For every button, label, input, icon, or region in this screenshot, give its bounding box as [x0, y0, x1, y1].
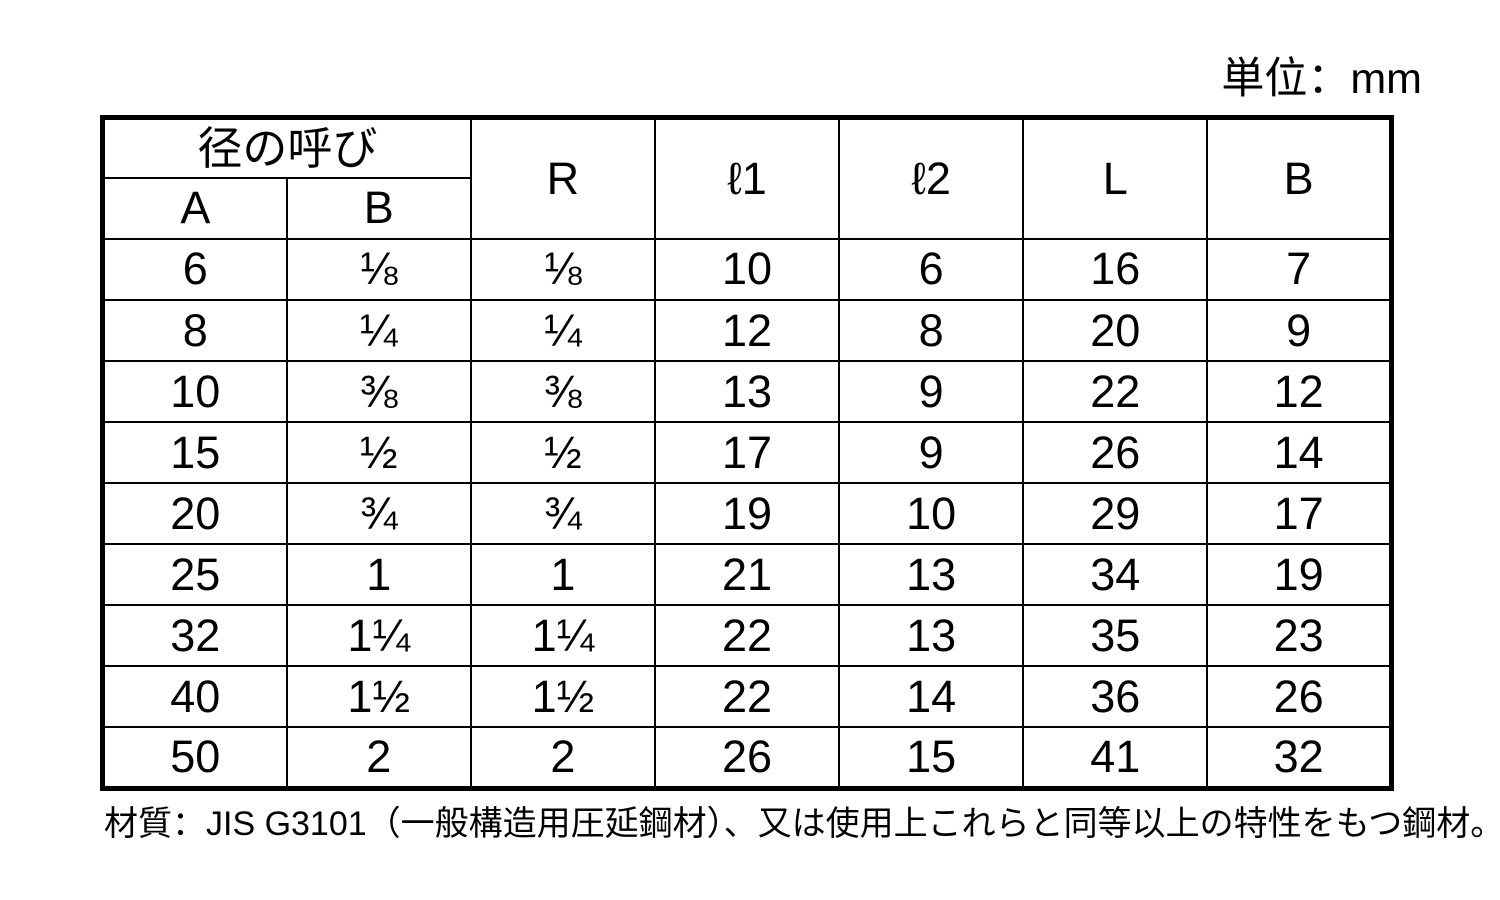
cell-a: 10	[101, 359, 288, 423]
cell-a: 6	[101, 237, 288, 301]
dimension-spec-table: 径の呼び R ℓ1 ℓ2 L B A B 6 ⅛ ⅛ 10 6 16 7	[100, 115, 1394, 791]
cell-r: 1½	[469, 665, 656, 729]
cell-l: 26	[1022, 420, 1209, 484]
cell-l1: 12	[653, 298, 841, 362]
cell-a: 20	[101, 481, 288, 546]
table-row: 25 1 1 21 13 34 19	[101, 543, 1393, 607]
cell-bb: 14	[1206, 420, 1393, 484]
cell-l2: 13	[838, 604, 1025, 668]
header-col-r: R	[469, 116, 656, 240]
table-row: 32 1¼ 1¼ 22 13 35 23	[101, 604, 1393, 668]
cell-b: 1	[285, 543, 472, 607]
cell-r: ¼	[469, 298, 656, 362]
cell-b: 1¼	[285, 604, 472, 668]
cell-a: 50	[101, 726, 288, 790]
cell-l: 29	[1022, 481, 1209, 546]
cell-l: 16	[1022, 237, 1209, 301]
table-row: 15 ½ ½ 17 9 26 14	[101, 420, 1393, 484]
cell-b: ⅜	[285, 359, 472, 423]
table-row: 10 ⅜ ⅜ 13 9 22 12	[101, 359, 1393, 423]
cell-l2: 9	[838, 420, 1025, 484]
cell-bb: 7	[1206, 237, 1393, 301]
header-col-l1: ℓ1	[653, 116, 841, 240]
table-row: 40 1½ 1½ 22 14 36 26	[101, 665, 1393, 729]
cell-l: 22	[1022, 359, 1209, 423]
cell-l1: 19	[653, 481, 841, 546]
cell-b: 2	[285, 726, 472, 790]
cell-l2: 6	[838, 237, 1025, 301]
cell-r: 2	[469, 726, 656, 790]
cell-l1: 22	[653, 665, 841, 729]
cell-a: 8	[101, 298, 288, 362]
cell-l2: 9	[838, 359, 1025, 423]
cell-b: ⅛	[285, 237, 472, 301]
header-diameter-designation: 径の呼び	[101, 116, 472, 179]
cell-r: ½	[469, 420, 656, 484]
cell-b: ¾	[285, 481, 472, 546]
header-sub-b: B	[285, 176, 472, 240]
header-col-l: L	[1022, 116, 1209, 240]
cell-l: 36	[1022, 665, 1209, 729]
cell-bb: 32	[1206, 726, 1393, 790]
cell-r: ⅜	[469, 359, 656, 423]
cell-l1: 10	[653, 237, 841, 301]
cell-a: 40	[101, 665, 288, 729]
cell-b: ½	[285, 420, 472, 484]
cell-l: 34	[1022, 543, 1209, 607]
cell-l: 20	[1022, 298, 1209, 362]
cell-l1: 21	[653, 543, 841, 607]
cell-r: ⅛	[469, 237, 656, 301]
sub-header-row: A B	[101, 176, 1392, 240]
unit-label: 単位：mm	[1221, 55, 1422, 103]
cell-l1: 17	[653, 420, 841, 484]
table-row: 8 ¼ ¼ 12 8 20 9	[101, 298, 1393, 362]
cell-bb: 26	[1206, 665, 1393, 729]
cell-r: ¾	[469, 481, 656, 546]
cell-l: 35	[1022, 604, 1209, 668]
cell-a: 15	[101, 420, 288, 484]
cell-r: 1	[469, 543, 656, 607]
cell-l1: 13	[653, 359, 841, 423]
cell-bb: 12	[1206, 359, 1393, 423]
material-note: 材質：JIS G3101（一般構造用圧延鋼材）、又は使用上これらと同等以上の特性…	[104, 805, 1500, 843]
cell-r: 1¼	[469, 604, 656, 668]
cell-bb: 17	[1206, 481, 1393, 546]
cell-bb: 23	[1206, 604, 1393, 668]
cell-l2: 14	[838, 665, 1025, 729]
cell-l1: 26	[653, 726, 841, 790]
cell-l2: 13	[838, 543, 1025, 607]
header-col-l2: ℓ2	[838, 116, 1025, 240]
cell-l2: 15	[838, 726, 1025, 790]
table-row: 50 2 2 26 15 41 32	[101, 726, 1393, 790]
cell-l1: 22	[653, 604, 841, 668]
cell-a: 25	[101, 543, 288, 607]
cell-a: 32	[101, 604, 288, 668]
header-col-b: B	[1206, 116, 1393, 240]
cell-bb: 19	[1206, 543, 1393, 607]
table-row: 6 ⅛ ⅛ 10 6 16 7	[101, 237, 1393, 301]
cell-l2: 10	[838, 481, 1025, 546]
cell-l: 41	[1022, 726, 1209, 790]
cell-l2: 8	[838, 298, 1025, 362]
group-header-row: 径の呼び R ℓ1 ℓ2 L B	[101, 116, 1393, 240]
table-row: 20 ¾ ¾ 19 10 29 17	[101, 481, 1393, 546]
cell-bb: 9	[1206, 298, 1393, 362]
cell-b: ¼	[285, 298, 472, 362]
header-sub-a: A	[101, 176, 288, 240]
cell-b: 1½	[285, 665, 472, 729]
